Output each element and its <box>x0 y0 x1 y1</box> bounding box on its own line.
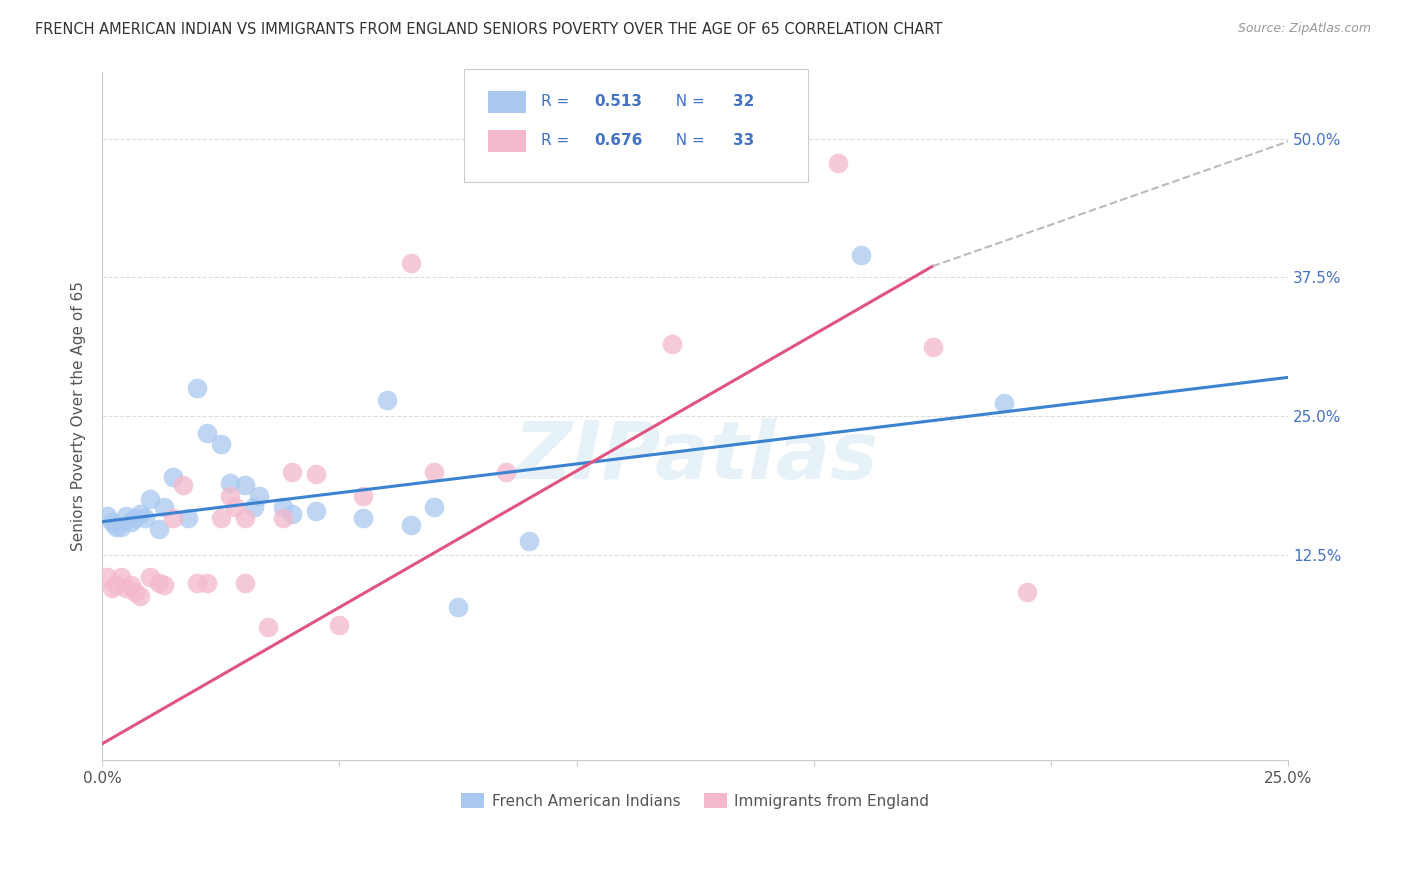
Point <box>247 489 270 503</box>
Point <box>993 396 1015 410</box>
Text: N =: N = <box>665 94 709 109</box>
Point <box>233 478 256 492</box>
Point <box>120 578 142 592</box>
Point <box>105 578 128 592</box>
Point <box>129 589 152 603</box>
Point <box>243 500 266 515</box>
Point <box>176 511 198 525</box>
Point <box>153 578 176 592</box>
Text: 0.513: 0.513 <box>595 94 643 109</box>
Point <box>219 489 242 503</box>
Point <box>162 511 184 525</box>
Point <box>495 465 517 479</box>
Point <box>186 575 208 590</box>
Text: ZIPatlas: ZIPatlas <box>513 418 877 497</box>
Point <box>305 503 328 517</box>
Point <box>423 465 446 479</box>
Point <box>172 478 194 492</box>
Point <box>129 507 152 521</box>
Point <box>134 511 156 525</box>
Point <box>399 256 422 270</box>
Point <box>281 507 304 521</box>
Point <box>195 575 218 590</box>
Point <box>209 437 232 451</box>
Y-axis label: Seniors Poverty Over the Age of 65: Seniors Poverty Over the Age of 65 <box>72 281 86 551</box>
Point <box>1017 584 1039 599</box>
Point <box>827 156 849 170</box>
Point <box>96 509 118 524</box>
Point <box>195 425 218 440</box>
Point <box>124 511 146 525</box>
Point <box>399 518 422 533</box>
Point <box>352 511 374 525</box>
Text: R =: R = <box>541 133 574 148</box>
Point <box>517 533 540 548</box>
Point <box>375 392 398 407</box>
Point <box>305 467 328 481</box>
FancyBboxPatch shape <box>488 91 526 112</box>
Point <box>100 582 122 596</box>
Text: FRENCH AMERICAN INDIAN VS IMMIGRANTS FROM ENGLAND SENIORS POVERTY OVER THE AGE O: FRENCH AMERICAN INDIAN VS IMMIGRANTS FRO… <box>35 22 942 37</box>
Text: 33: 33 <box>734 133 755 148</box>
Text: Source: ZipAtlas.com: Source: ZipAtlas.com <box>1237 22 1371 36</box>
Text: R =: R = <box>541 94 574 109</box>
Point <box>162 470 184 484</box>
Point <box>96 570 118 584</box>
Point <box>851 248 873 262</box>
Point <box>233 575 256 590</box>
Point <box>423 500 446 515</box>
Text: 0.676: 0.676 <box>595 133 643 148</box>
Point <box>110 520 132 534</box>
Text: N =: N = <box>665 133 709 148</box>
Point <box>233 511 256 525</box>
Point <box>153 500 176 515</box>
Point <box>120 515 142 529</box>
Point <box>186 381 208 395</box>
Point <box>110 570 132 584</box>
Point <box>105 520 128 534</box>
FancyBboxPatch shape <box>464 69 808 182</box>
Point <box>328 618 350 632</box>
Point <box>271 500 294 515</box>
Point <box>115 509 138 524</box>
FancyBboxPatch shape <box>488 129 526 152</box>
Point <box>148 575 170 590</box>
Point <box>447 600 470 615</box>
Point <box>921 340 943 354</box>
Legend: French American Indians, Immigrants from England: French American Indians, Immigrants from… <box>456 787 935 814</box>
Point <box>148 523 170 537</box>
Point <box>661 337 683 351</box>
Point <box>115 582 138 596</box>
Point <box>281 465 304 479</box>
Text: 32: 32 <box>734 94 755 109</box>
Point <box>209 511 232 525</box>
Point <box>138 492 160 507</box>
Point <box>352 489 374 503</box>
Point <box>124 584 146 599</box>
Point <box>100 515 122 529</box>
Point <box>257 620 280 634</box>
Point <box>219 475 242 490</box>
Point <box>138 570 160 584</box>
Point <box>271 511 294 525</box>
Point <box>224 500 246 515</box>
